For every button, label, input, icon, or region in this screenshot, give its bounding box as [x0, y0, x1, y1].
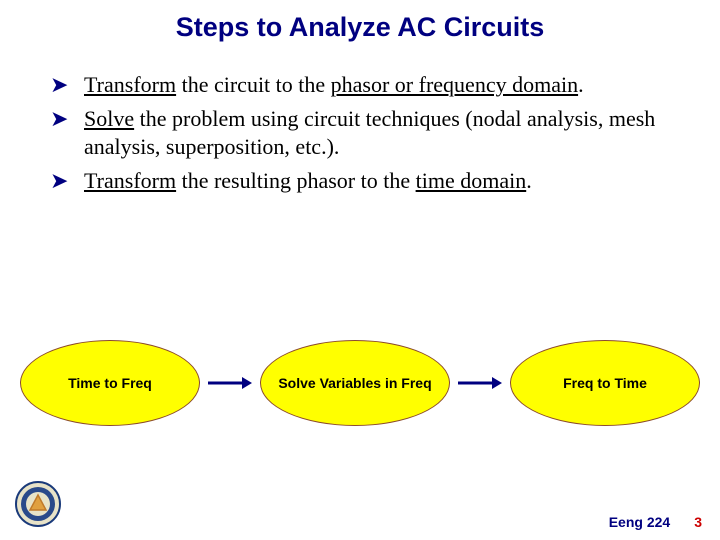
text-span: the circuit to the: [176, 72, 331, 97]
bullet-marker-icon: ➤: [50, 71, 84, 99]
page-number: 3: [694, 514, 702, 530]
bullet-item: ➤ Solve the problem using circuit techni…: [50, 105, 690, 161]
underline-span: Solve: [84, 106, 134, 131]
arrow-icon: [208, 375, 252, 391]
text-span: .: [578, 72, 584, 97]
underline-span: time domain: [416, 168, 527, 193]
underline-span: phasor or frequency domain: [331, 72, 578, 97]
course-label: Eeng 224: [609, 514, 670, 530]
bullet-marker-icon: ➤: [50, 105, 84, 133]
flowchart: Time to Freq Solve Variables in Freq Fre…: [0, 340, 720, 426]
text-span: the resulting phasor to the: [176, 168, 416, 193]
flow-node: Time to Freq: [20, 340, 200, 426]
text-span: .: [526, 168, 532, 193]
bullet-text: Transform the resulting phasor to the ti…: [84, 167, 532, 195]
bullet-marker-icon: ➤: [50, 167, 84, 195]
logo-icon: [14, 480, 62, 528]
bullet-item: ➤ Transform the circuit to the phasor or…: [50, 71, 690, 99]
underline-span: Transform: [84, 72, 176, 97]
flow-node: Solve Variables in Freq: [260, 340, 450, 426]
bullet-text: Solve the problem using circuit techniqu…: [84, 105, 690, 161]
text-span: the problem using circuit techniques (no…: [84, 106, 655, 159]
bullet-item: ➤ Transform the resulting phasor to the …: [50, 167, 690, 195]
footer: Eeng 224 3: [609, 514, 702, 530]
flow-node: Freq to Time: [510, 340, 700, 426]
underline-span: Transform: [84, 168, 176, 193]
page-title: Steps to Analyze AC Circuits: [0, 0, 720, 61]
bullet-list: ➤ Transform the circuit to the phasor or…: [0, 61, 720, 195]
arrow-icon: [458, 375, 502, 391]
bullet-text: Transform the circuit to the phasor or f…: [84, 71, 584, 99]
